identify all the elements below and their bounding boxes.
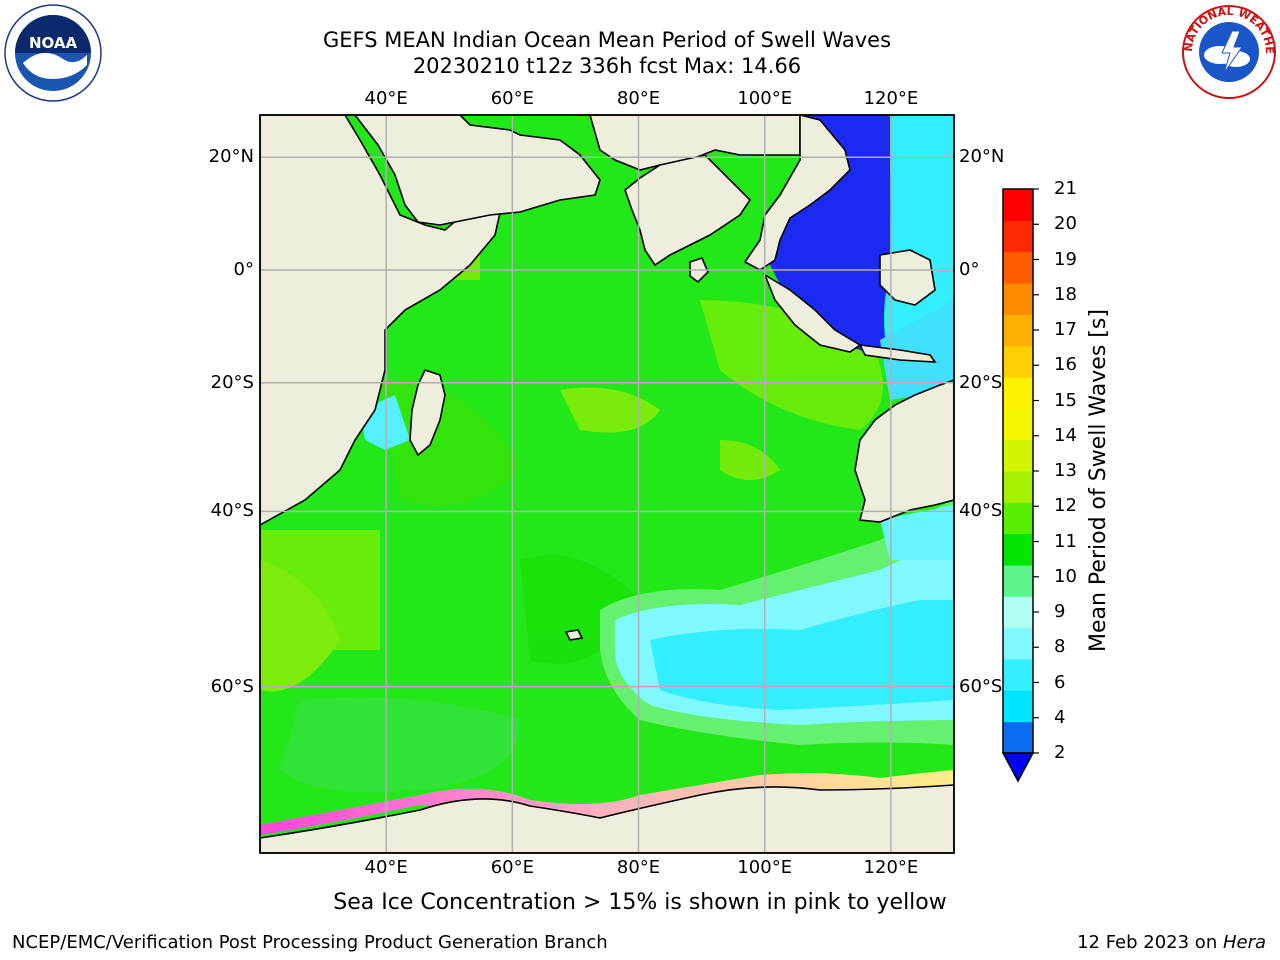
colorbar-segment: [1003, 533, 1033, 566]
colorbar-segment: [1003, 220, 1033, 253]
colorbar-segment: [1003, 596, 1033, 629]
lon-tick-top: 60°E: [490, 88, 534, 109]
colorbar-segment: [1003, 439, 1033, 472]
chart-title: GEFS MEAN Indian Ocean Mean Period of Sw…: [322, 28, 892, 52]
colorbar-label: Mean Period of Swell Waves [s]: [1086, 309, 1111, 652]
map-frame: [259, 114, 955, 854]
colorbar-segment: [1003, 251, 1033, 284]
colorbar-tick-label: 4: [1054, 706, 1066, 728]
lon-tick-top: 80°E: [616, 88, 661, 109]
graticule: [260, 115, 954, 853]
lat-tick-left: 40°S: [210, 500, 254, 522]
colorbar-tick-label: 14: [1054, 424, 1077, 446]
colorbar-segment: [1003, 627, 1033, 660]
footer-host: Hera: [1222, 932, 1266, 953]
colorbar-tick-label: 9: [1054, 601, 1066, 622]
chart-subtitle: 20230210 t12z 336h fcst Max: 14.66: [412, 54, 802, 78]
sea-ice-note: Sea Ice Concentration > 15% is shown in …: [333, 890, 947, 915]
colorbar-tick-label: 21: [1054, 178, 1077, 199]
colorbar-tick-label: 18: [1054, 283, 1077, 305]
colorbar-segment: [1003, 659, 1033, 691]
noaa-logo-text: NOAA: [29, 34, 78, 52]
colorbar-tick-label: 12: [1054, 495, 1077, 517]
colorbar-extend-arrow: [1001, 752, 1035, 783]
colorbar-segment: [1003, 471, 1033, 503]
nws-logo: NATIONAL WEATHER SERVICE: [1180, 3, 1276, 99]
colorbar-tick-label: 10: [1054, 565, 1077, 587]
colorbar-segment: [1003, 502, 1033, 535]
colorbar-segment: [1003, 408, 1033, 441]
lon-tick-top: 100°E: [737, 88, 793, 109]
colorbar-tick-label: 17: [1054, 319, 1077, 340]
lat-tick-left: 20°S: [210, 371, 254, 393]
colorbar-tick-label: 16: [1054, 354, 1077, 376]
footer-credit: NCEP/EMC/Verification Post Processing Pr…: [12, 932, 608, 953]
lat-tick-left: 20°N: [208, 146, 254, 168]
noaa-logo: NOAA: [4, 4, 102, 102]
lon-tick-top: 120°E: [863, 88, 919, 109]
lat-tick-right: 20°N: [959, 146, 1005, 168]
swell-zone-shortest: [650, 600, 954, 710]
colorbar-tick-label: 6: [1054, 671, 1066, 693]
lat-tick-right: 20°S: [959, 371, 1003, 393]
lon-tick-bottom: 60°E: [490, 857, 534, 878]
colorbar-tick-label: 15: [1054, 389, 1077, 411]
colorbar-segment: [1003, 189, 1033, 221]
colorbar-segment: [1003, 565, 1033, 597]
colorbar-segment: [1003, 345, 1033, 378]
lat-tick-right: 60°S: [959, 675, 1003, 697]
colorbar-tick-label: 13: [1054, 460, 1077, 481]
colorbar-segment: [1003, 314, 1033, 347]
lat-tick-left: 60°S: [210, 675, 254, 697]
lon-tick-bottom: 120°E: [863, 857, 919, 878]
lon-tick-bottom: 40°E: [364, 857, 408, 878]
lon-tick-top: 40°E: [364, 88, 408, 109]
colorbar-tick-label: 2: [1054, 742, 1066, 763]
colorbar-tick-label: 19: [1054, 248, 1077, 270]
lat-tick-right: 0°: [959, 258, 980, 280]
land: [260, 115, 954, 853]
colorbar-tick-label: 8: [1054, 636, 1066, 658]
lat-tick-left: 0°: [233, 258, 254, 280]
footer-date-text: 12 Feb 2023 on: [1077, 932, 1223, 953]
colorbar-tick-label: 11: [1054, 530, 1077, 552]
colorbar-segment: [1003, 377, 1033, 409]
lon-tick-bottom: 100°E: [737, 857, 793, 878]
footer-date: 12 Feb 2023 on Hera: [1077, 932, 1266, 953]
colorbar-segment: [1003, 690, 1033, 723]
lon-tick-bottom: 80°E: [616, 857, 661, 878]
colorbar-segment: [1003, 721, 1033, 754]
lat-tick-right: 40°S: [959, 500, 1003, 522]
colorbar-segment: [1003, 283, 1033, 315]
colorbar-tick-label: 20: [1054, 213, 1077, 235]
